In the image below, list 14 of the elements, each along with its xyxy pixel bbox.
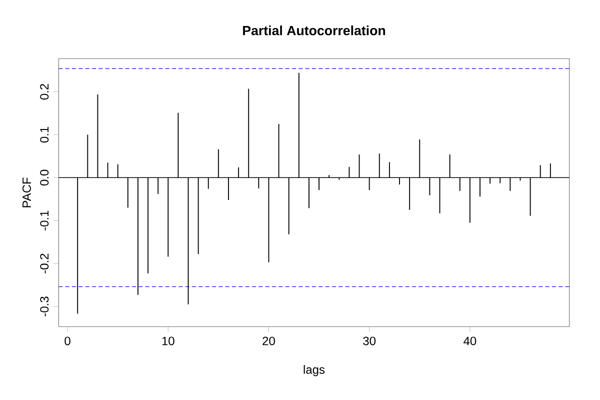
x-tick-label: 0 (64, 336, 70, 346)
y-tick-label: -0.3 (40, 296, 49, 316)
x-tick-label: 20 (262, 336, 275, 346)
y-axis-title: PACF (22, 178, 31, 208)
chart-title: Partial Autocorrelation (243, 25, 386, 36)
y-tick-label: 0.2 (40, 84, 49, 100)
x-tick-label: 30 (363, 336, 376, 346)
y-tick-label: 0.0 (40, 170, 49, 186)
y-tick-label: -0.1 (40, 210, 49, 230)
y-tick-label: -0.2 (40, 254, 49, 274)
x-tick-label: 10 (162, 336, 174, 346)
x-axis-title: lags (304, 365, 325, 376)
y-tick-label: 0.1 (40, 126, 49, 143)
x-tick-label: 40 (464, 336, 476, 346)
